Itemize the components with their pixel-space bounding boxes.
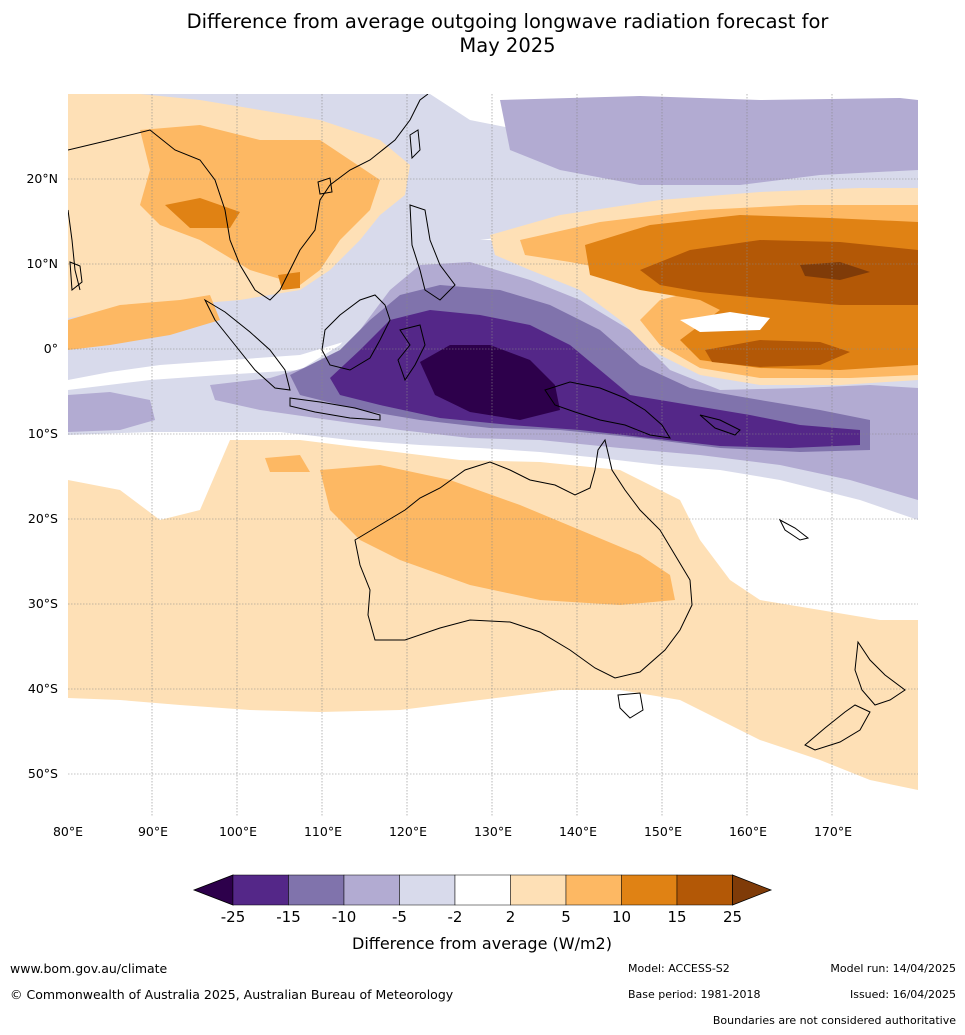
bom-url-link[interactable]: www.bom.gov.au/climate <box>10 961 168 976</box>
copyright-text: © Commonwealth of Australia 2025, Austra… <box>10 987 454 1002</box>
colorbar-swatch <box>288 874 345 906</box>
anomaly-region <box>140 125 380 285</box>
lat-label: 40°S <box>28 681 58 696</box>
colorbar-swatch <box>454 874 511 906</box>
issued-text: Issued: 16/04/2025 <box>849 988 956 1001</box>
taiwan-coastline <box>409 129 421 160</box>
colorbar-tick-label: 5 <box>561 908 571 926</box>
anomaly-region <box>265 455 310 472</box>
sulawesi-coastline <box>397 324 426 382</box>
lon-label: 90°E <box>138 824 168 839</box>
colorbar-swatch <box>232 874 289 906</box>
lon-label: 130°E <box>474 824 512 839</box>
anomaly-region <box>68 295 220 350</box>
lon-label: 170°E <box>814 824 852 839</box>
colorbar-tick-label: -15 <box>276 908 301 926</box>
lon-label: 140°E <box>559 824 597 839</box>
colorbar-tick-label: -25 <box>221 908 246 926</box>
anomaly-region <box>705 340 850 367</box>
colorbar-tick-label: 2 <box>506 908 516 926</box>
model-text: Model: ACCESS-S2 <box>628 962 730 975</box>
tasmania-coastline <box>617 692 644 719</box>
disclaimer-text: Boundaries are not considered authoritat… <box>712 1014 956 1027</box>
colorbar-swatch <box>621 874 678 906</box>
colorbar-swatch <box>565 874 622 906</box>
lat-label: 0° <box>44 341 58 356</box>
new-zealand-north-coastline <box>854 640 906 706</box>
india-coastline <box>68 209 81 291</box>
sumatra-coastline <box>203 298 291 391</box>
new-zealand-south-coastline <box>804 704 871 751</box>
anomaly-region <box>420 345 560 420</box>
anomaly-region <box>640 240 918 305</box>
colorbar-high-extension <box>732 874 773 906</box>
colorbar-swatch <box>676 874 733 906</box>
graticule <box>68 94 918 816</box>
map-title: Difference from average outgoing longwav… <box>0 10 965 58</box>
solomon-islands-coastline <box>699 414 741 436</box>
title-line-2: May 2025 <box>459 34 556 57</box>
java-coastline <box>289 397 381 421</box>
anomaly-region <box>800 262 870 280</box>
model-run-text: Model run: 14/04/2025 <box>830 962 956 975</box>
anomaly-region <box>68 440 918 790</box>
anomaly-fields <box>68 94 918 790</box>
base-period-text: Base period: 1981-2018 <box>628 988 761 1001</box>
lat-label: 20°N <box>26 171 58 186</box>
new-caledonia-coastline <box>778 518 810 541</box>
title-line-1: Difference from average outgoing longwav… <box>186 10 829 33</box>
anomaly-region <box>680 312 770 332</box>
lat-label: 50°S <box>28 766 58 781</box>
coastlines <box>68 94 906 751</box>
anomaly-region <box>320 465 675 605</box>
lon-label: 80°E <box>53 824 83 839</box>
colorbar-tick-label: -2 <box>448 908 463 926</box>
lon-label: 150°E <box>644 824 682 839</box>
sri-lanka-coastline <box>69 261 83 291</box>
anomaly-region <box>165 198 240 228</box>
anomaly-region <box>500 96 918 185</box>
hainan-coastline <box>317 177 333 195</box>
anomaly-region <box>330 310 860 448</box>
colorbar-tick-label: 25 <box>723 908 742 926</box>
colorbar-swatch <box>399 874 456 906</box>
anomaly-region <box>68 392 155 432</box>
colorbar: -25 -15 -10 -5 -2 2 5 10 15 25 Differenc… <box>192 874 773 953</box>
lon-label: 110°E <box>304 824 342 839</box>
colorbar-tick-label: 10 <box>612 908 631 926</box>
colorbar-tick-label: -5 <box>392 908 407 926</box>
colorbar-label: Difference from average (W/m2) <box>352 934 612 953</box>
colorbar-tick-label: 15 <box>667 908 686 926</box>
borneo-coastline <box>321 294 391 371</box>
colorbar-swatch <box>343 874 400 906</box>
lon-label: 160°E <box>729 824 767 839</box>
lat-label: 10°N <box>26 256 58 271</box>
lon-label: 100°E <box>219 824 257 839</box>
colorbar-tick-label: -10 <box>332 908 357 926</box>
anomaly-region <box>278 272 300 290</box>
australia-coastline <box>354 438 693 679</box>
mainland-asia-coastline <box>68 94 429 301</box>
lat-label: 10°S <box>28 426 58 441</box>
new-guinea-coastline <box>544 381 671 439</box>
lat-label: 30°S <box>28 596 58 611</box>
lat-label: 20°S <box>28 511 58 526</box>
colorbar-swatch <box>510 874 567 906</box>
colorbar-low-extension <box>192 874 234 906</box>
lon-label: 120°E <box>389 824 427 839</box>
philippines-coastline <box>409 204 456 301</box>
